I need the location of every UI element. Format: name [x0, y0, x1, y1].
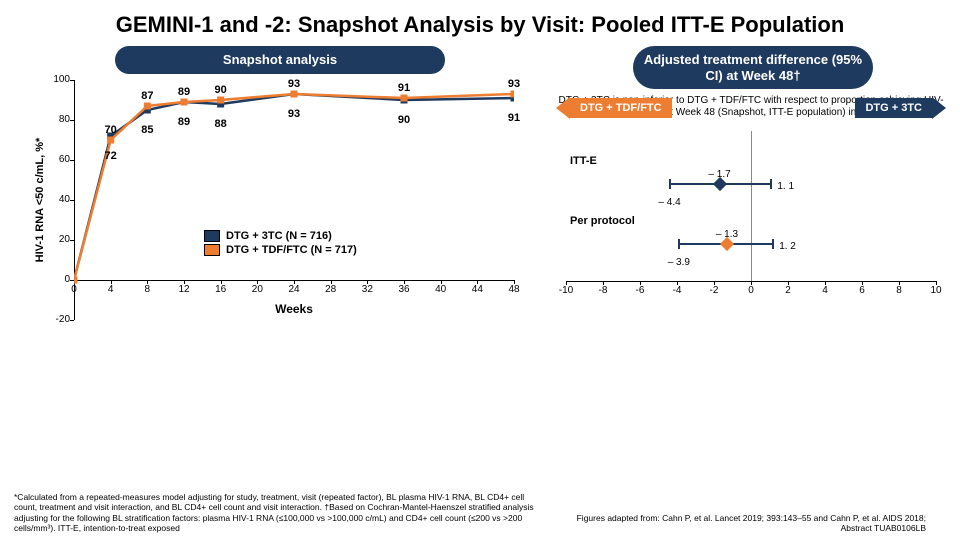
- series-marker: [217, 96, 224, 103]
- legend-item: DTG + 3TC (N = 716): [204, 230, 357, 242]
- value-label: 72: [105, 150, 117, 162]
- ci-cap: [678, 239, 680, 249]
- forest-tick: 10: [930, 285, 941, 296]
- forest-tick: -2: [710, 285, 719, 296]
- snapshot-panel: Snapshot analysis HIV-1 RNA <50 c/mL, %*…: [10, 46, 550, 395]
- favors-right-arrow: DTG + 3TC: [855, 97, 946, 119]
- forest-plot-area: -10-8-6-4-20246810ITT-E– 1.7– 4.41. 1Per…: [566, 131, 936, 311]
- forest-tick: 0: [748, 285, 754, 296]
- triangle-left-icon: [556, 97, 570, 119]
- forest-tick: 8: [896, 285, 902, 296]
- value-label: 89: [178, 86, 190, 98]
- y-tick: 100: [40, 74, 70, 85]
- y-tick: 60: [40, 154, 70, 165]
- forest-tick: -6: [636, 285, 645, 296]
- content-row: Snapshot analysis HIV-1 RNA <50 c/mL, %*…: [0, 46, 960, 395]
- forest-tick: -8: [599, 285, 608, 296]
- triangle-right-icon: [932, 97, 946, 119]
- est-label: – 1.3: [716, 229, 738, 240]
- value-label: 93: [508, 78, 520, 90]
- favors-left-arrow: DTG + TDF/FTC: [556, 97, 672, 119]
- forest-plot: DTG + TDF/FTC DTG + 3TC -10 -8 -6 -4 -2 0 2 4 6 8…: [556, 95, 946, 395]
- forest-tick: -4: [673, 285, 682, 296]
- series-marker: [181, 98, 188, 105]
- series-marker: [74, 276, 78, 283]
- footnote-left: *Calculated from a repeated-measures mod…: [0, 488, 560, 535]
- hi-label: 1. 1: [777, 181, 794, 192]
- forest-panel: Adjusted treatment difference (95% CI) a…: [550, 46, 950, 395]
- est-label: – 1.7: [708, 169, 730, 180]
- line-plot-area: Weeks -200204060801000481216202428323640…: [74, 80, 514, 320]
- y-tick: 20: [40, 234, 70, 245]
- legend: DTG + 3TC (N = 716) DTG + TDF/FTC (N = 71…: [204, 230, 357, 258]
- value-label: 93: [288, 78, 300, 90]
- forest-pill: Adjusted treatment difference (95% CI) a…: [633, 46, 873, 89]
- y-tick-mark: [70, 320, 74, 321]
- legend-label: DTG + 3TC (N = 716): [226, 230, 332, 242]
- favors-left-label: DTG + TDF/FTC: [570, 98, 672, 118]
- lo-label: – 4.4: [658, 197, 680, 208]
- value-label: 91: [398, 82, 410, 94]
- footnote-right: Figures adapted from: Cahn P, et al. Lan…: [560, 509, 940, 534]
- y-tick: 80: [40, 114, 70, 125]
- value-label: 70: [105, 124, 117, 136]
- value-label: 87: [141, 90, 153, 102]
- favors-right-label: DTG + 3TC: [855, 98, 932, 118]
- legend-item: DTG + TDF/FTC (N = 717): [204, 244, 357, 256]
- series-marker: [511, 90, 515, 97]
- series-marker: [401, 94, 408, 101]
- forest-row-label: Per protocol: [570, 215, 635, 227]
- value-label: 93: [288, 108, 300, 120]
- forest-tick: -10: [559, 285, 573, 296]
- legend-swatch: [204, 244, 220, 256]
- forest-tick: 4: [822, 285, 828, 296]
- series-marker: [144, 102, 151, 109]
- x-tick-mark: [514, 280, 515, 284]
- page-title: GEMINI-1 and -2: Snapshot Analysis by Vi…: [0, 0, 960, 46]
- forest-tick: 6: [859, 285, 865, 296]
- ci-cap: [772, 239, 774, 249]
- value-label: 90: [215, 84, 227, 96]
- lo-label: – 3.9: [668, 257, 690, 268]
- ci-cap: [669, 179, 671, 189]
- y-tick: 40: [40, 194, 70, 205]
- snapshot-pill: Snapshot analysis: [115, 46, 445, 74]
- zero-line: [751, 131, 752, 281]
- series-marker: [291, 90, 298, 97]
- ci-cap: [770, 179, 772, 189]
- legend-label: DTG + TDF/FTC (N = 717): [226, 244, 357, 256]
- forest-tick: 2: [785, 285, 791, 296]
- y-tick: 0: [40, 274, 70, 285]
- value-label: 91: [508, 112, 520, 124]
- value-label: 90: [398, 114, 410, 126]
- forest-row-label: ITT-E: [570, 155, 597, 167]
- series-marker: [107, 136, 114, 143]
- value-label: 89: [178, 116, 190, 128]
- value-label: 88: [215, 118, 227, 130]
- y-tick: -20: [40, 314, 70, 325]
- hi-label: 1. 2: [779, 241, 796, 252]
- value-label: 85: [141, 124, 153, 136]
- legend-swatch: [204, 230, 220, 242]
- line-chart: HIV-1 RNA <50 c/mL, %* Weeks -2002040608…: [30, 80, 550, 360]
- direction-arrows: DTG + TDF/FTC DTG + 3TC: [556, 97, 946, 119]
